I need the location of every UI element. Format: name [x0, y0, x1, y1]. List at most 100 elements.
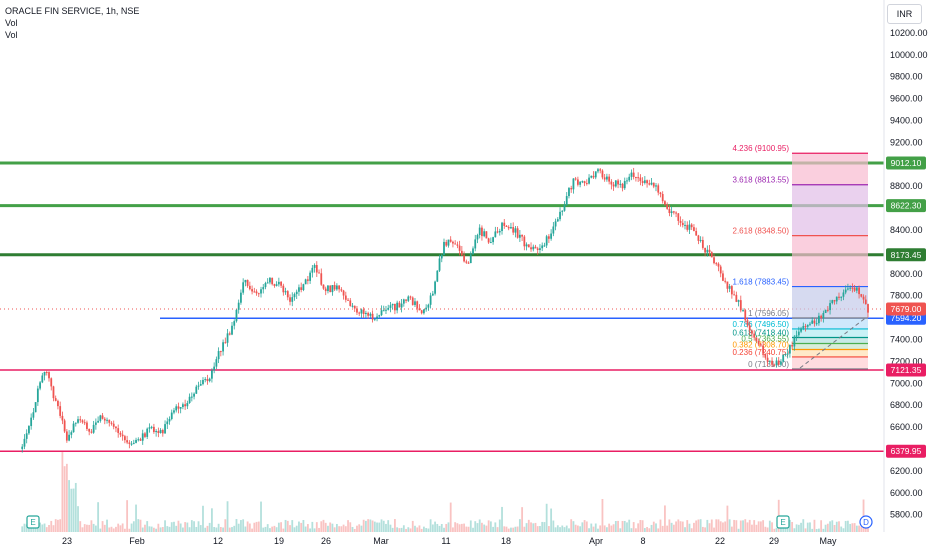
candle-body [139, 439, 142, 441]
candle-body [824, 309, 827, 314]
volume-bar [552, 520, 555, 532]
price-tag-label: 6379.95 [891, 446, 922, 456]
volume-bar [59, 519, 62, 532]
candle-body [670, 211, 673, 214]
volume-bar [226, 501, 229, 532]
volume-bar [858, 525, 860, 532]
volume-bar [23, 523, 26, 532]
candle-body [438, 258, 441, 271]
candle-body [304, 279, 307, 285]
volume-bar [559, 527, 561, 532]
candle-body [483, 231, 486, 237]
candle-body [356, 308, 358, 313]
volume-bar [380, 519, 383, 532]
volume-bar [485, 525, 488, 532]
volume-bar [61, 452, 64, 532]
volume-bar [632, 522, 635, 532]
candle-body [762, 345, 765, 354]
candle-body [190, 396, 193, 398]
x-tick-label: 22 [715, 536, 725, 546]
volume-bar [128, 528, 131, 532]
candle-body [217, 351, 220, 360]
y-tick-label: 6600.00 [890, 422, 923, 432]
volume-bar [713, 527, 715, 532]
candle-body [353, 305, 356, 309]
volume-bar [472, 527, 474, 532]
candle-body [318, 272, 320, 274]
volume-bar [481, 522, 483, 532]
volume-bar [606, 527, 608, 532]
candle-body [735, 294, 738, 302]
candle-body [766, 357, 769, 362]
volume-bar [182, 527, 184, 532]
candle-body [621, 183, 624, 189]
volume-bar [269, 528, 271, 532]
candle-body [39, 382, 41, 389]
candle-body [322, 284, 325, 289]
volume-bar [521, 507, 524, 532]
volume-bar [465, 526, 468, 532]
volume-bar [847, 520, 849, 532]
candle-body [728, 286, 731, 289]
volume-bar [648, 528, 651, 532]
y-tick-label: 9800.00 [890, 72, 923, 82]
candle-body [302, 284, 305, 290]
candle-body [864, 299, 867, 305]
volume-bar [414, 525, 416, 532]
volume-bar [706, 519, 709, 532]
volume-bar [458, 524, 461, 532]
volume-bar [525, 523, 528, 532]
volume-bar [376, 522, 378, 532]
volume-bar [793, 528, 796, 532]
volume-bar [54, 519, 57, 532]
volume-bar [568, 528, 570, 532]
fib-level-label: 0.786 (7496.50) [733, 320, 790, 329]
candle-body [173, 410, 175, 413]
price-tag-label: 8173.45 [891, 250, 922, 260]
earnings-marker[interactable] [776, 515, 790, 529]
candle-body [697, 235, 700, 241]
dividend-marker[interactable] [859, 515, 873, 529]
candle-body [501, 222, 503, 231]
candle-body [541, 245, 544, 249]
volume-bar [643, 528, 646, 532]
candle-body [164, 424, 166, 434]
volume-bar [170, 522, 173, 532]
volume-bar [315, 522, 318, 532]
volume-bar [545, 503, 548, 532]
candle-body [65, 431, 68, 441]
volume-bar [68, 480, 70, 532]
volume-bar [443, 527, 445, 532]
x-tick-label: 11 [441, 536, 450, 546]
candle-body [112, 423, 115, 427]
volume-bar [572, 521, 575, 532]
candle-body [603, 177, 606, 180]
candle-body [344, 295, 347, 300]
candle-body [820, 315, 823, 318]
candle-body [394, 303, 396, 311]
volume-bar [302, 520, 305, 532]
candle-body [215, 359, 218, 367]
currency-button[interactable]: INR [887, 4, 922, 24]
volume-bar [715, 519, 718, 532]
price-tag-label: 7679.00 [891, 304, 922, 314]
volume-bar [447, 522, 450, 532]
volume-bar [608, 523, 611, 532]
earnings-marker[interactable] [26, 515, 40, 529]
candle-body [179, 407, 182, 409]
candle-body [563, 205, 566, 211]
volume-bar [563, 527, 566, 532]
price-tag-label: 7594.20 [891, 313, 922, 323]
candle-body [123, 436, 126, 441]
volume-bar [367, 519, 370, 532]
volume-bar [423, 526, 425, 532]
candle-body [545, 236, 548, 246]
candle-body [293, 294, 296, 298]
volume-bars [21, 452, 869, 532]
candle-body [311, 267, 314, 273]
volume-bar [565, 525, 568, 532]
volume-bar [695, 520, 698, 532]
candle-body [675, 212, 677, 214]
candle-body [262, 287, 265, 290]
